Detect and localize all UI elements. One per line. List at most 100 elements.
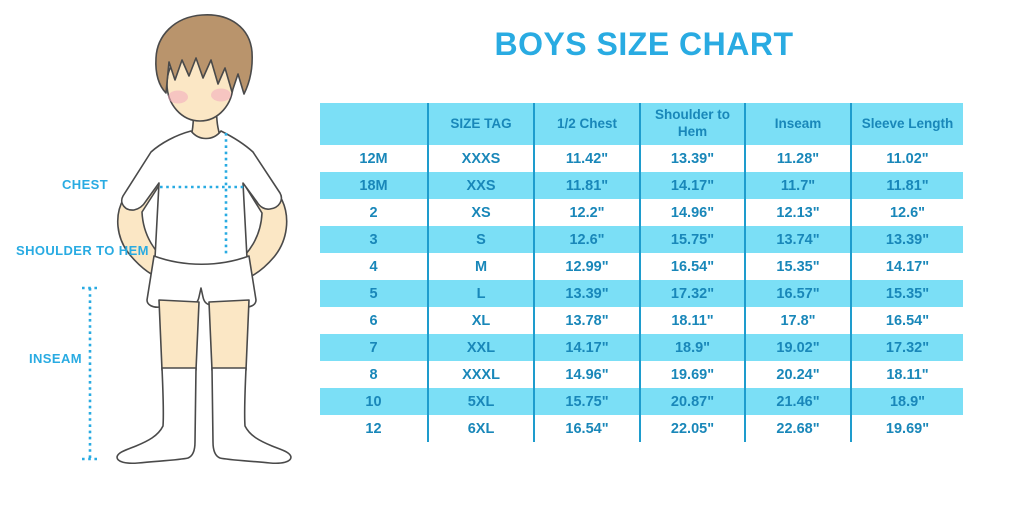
table-cell: 18.11" — [850, 361, 963, 388]
table-cell: 12.99" — [533, 253, 640, 280]
table-cell: 17.32" — [639, 280, 745, 307]
boy-illustration — [82, 14, 292, 465]
row-label: 5 — [320, 280, 428, 307]
table-cell: 19.69" — [850, 415, 963, 442]
table-cell: 11.7" — [744, 172, 851, 199]
table-cell: 11.28" — [744, 145, 851, 172]
table-cell: 13.39" — [639, 145, 745, 172]
table-cell: 11.42" — [533, 145, 640, 172]
table-cell: 18.9" — [850, 388, 963, 415]
table-cell: 22.68" — [744, 415, 851, 442]
row-label: 18M — [320, 172, 428, 199]
table-cell: 14.96" — [639, 199, 745, 226]
table-cell: XXXS — [427, 145, 534, 172]
table-row: 2 XS 12.2" 14.96" 12.13" 12.6" — [320, 199, 963, 226]
row-label: 12 — [365, 420, 382, 437]
boy-hair — [155, 14, 253, 95]
header-row: SIZE TAG 1/2 Chest Shoulder to Hem Inseam Sl… — [320, 103, 963, 145]
boy-right-cheek — [211, 88, 231, 102]
table-row: 18M XXS 11.81" 14.17" 11.7" 11.81" — [320, 172, 963, 199]
table-cell: XS — [427, 199, 534, 226]
column-header: SIZE TAG — [427, 103, 534, 145]
table-row: 3 S 12.6" 15.75" 13.74" 13.39" — [320, 226, 963, 253]
table-cell: 5XL — [427, 388, 534, 415]
table-cell: 12.2" — [533, 199, 640, 226]
page-title: BOYS SIZE CHART — [494, 26, 794, 62]
table-row: 8 XXXL 14.96" 19.69" 20.24" 18.11" — [320, 361, 963, 388]
table-row: 10 5XL 15.75" 20.87" 21.46" 18.9" — [320, 388, 963, 415]
table-cell: 19.69" — [639, 361, 745, 388]
table-cell: 11.02" — [850, 145, 963, 172]
table-cell: 18.9" — [639, 334, 745, 361]
table-cell: 19.02" — [744, 334, 851, 361]
table-cell: 16.54" — [533, 415, 640, 442]
table-cell: L — [427, 280, 534, 307]
boy-right-sock — [211, 367, 292, 465]
table-row: 5 L 13.39" 17.32" 16.57" 15.35" — [320, 280, 963, 307]
row-label: 7 — [320, 334, 428, 361]
table-cell: 16.54" — [850, 307, 963, 334]
size-chart-table: SIZE TAG 1/2 Chest Shoulder to Hem Inseam Sl… — [320, 103, 963, 442]
table-cell: 20.24" — [744, 361, 851, 388]
row-label: 6 — [369, 312, 378, 329]
shoulder-to-hem-label: SHOULDER TO HEM — [16, 243, 149, 258]
table-cell: 14.17" — [850, 253, 963, 280]
table-row: 6 XL 13.78" 18.11" 17.8" 16.54" — [320, 307, 963, 334]
table-cell: 13.39" — [850, 226, 963, 253]
table-cell: XXS — [427, 172, 534, 199]
table-cell: 17.32" — [850, 334, 963, 361]
table-cell: XL — [427, 307, 534, 334]
table-cell: 20.87" — [639, 388, 745, 415]
table-cell: S — [427, 226, 534, 253]
table-cell: 21.46" — [744, 388, 851, 415]
table-cell: 13.74" — [744, 226, 851, 253]
inseam-label: INSEAM — [29, 351, 82, 366]
table-cell: M — [427, 253, 534, 280]
column-header: Sleeve Length — [850, 103, 963, 145]
table-cell: 17.8" — [744, 307, 851, 334]
table-row: 7 XXL 14.17" 18.9" 19.02" 17.32" — [320, 334, 963, 361]
table-row: 12M XXXS 11.42" 13.39" 11.28" 11.02" — [320, 145, 963, 172]
table-cell: 12.6" — [533, 226, 640, 253]
row-label: 4 — [369, 258, 378, 275]
table-cell: 13.78" — [533, 307, 640, 334]
table-cell: XXL — [427, 334, 534, 361]
size-chart-body: 12M XXXS 11.42" 13.39" 11.28" 11.02" 18M XXS 11.… — [320, 145, 963, 442]
chest-label: CHEST — [62, 177, 109, 192]
table-cell: 16.54" — [639, 253, 745, 280]
table-cell: 12.13" — [744, 199, 851, 226]
column-header: Shoulder to Hem — [639, 103, 745, 145]
size-chart: SIZE TAG 1/2 Chest Shoulder to Hem Inseam Sl… — [320, 103, 963, 442]
boy-left-cheek — [168, 90, 188, 104]
table-cell: 12.6" — [850, 199, 963, 226]
table-cell: 14.96" — [533, 361, 640, 388]
table-cell: 6XL — [427, 415, 534, 442]
row-label: 12M — [359, 150, 388, 167]
table-cell: 22.05" — [639, 415, 745, 442]
boy-left-leg — [158, 299, 200, 371]
table-cell: 15.75" — [639, 226, 745, 253]
row-label: 3 — [320, 226, 428, 253]
table-cell: 15.35" — [850, 280, 963, 307]
table-cell: 15.35" — [744, 253, 851, 280]
size-chart-header: SIZE TAG 1/2 Chest Shoulder to Hem Inseam Sl… — [320, 103, 963, 145]
row-label: 2 — [369, 204, 378, 221]
column-header: Inseam — [744, 103, 851, 145]
row-label: 8 — [369, 366, 378, 383]
column-header — [320, 103, 428, 145]
boy-right-leg — [208, 299, 250, 371]
table-cell: 15.75" — [533, 388, 640, 415]
table-cell: 16.57" — [744, 280, 851, 307]
table-cell: 13.39" — [533, 280, 640, 307]
table-cell: 11.81" — [533, 172, 640, 199]
table-row: 4 M 12.99" 16.54" 15.35" 14.17" — [320, 253, 963, 280]
table-cell: XXXL — [427, 361, 534, 388]
row-label: 10 — [320, 388, 428, 415]
boy-left-sock — [116, 367, 197, 465]
table-row: 12 6XL 16.54" 22.05" 22.68" 19.69" — [320, 415, 963, 442]
table-cell: 11.81" — [850, 172, 963, 199]
table-cell: 14.17" — [533, 334, 640, 361]
table-cell: 14.17" — [639, 172, 745, 199]
table-cell: 18.11" — [639, 307, 745, 334]
column-header: 1/2 Chest — [533, 103, 640, 145]
